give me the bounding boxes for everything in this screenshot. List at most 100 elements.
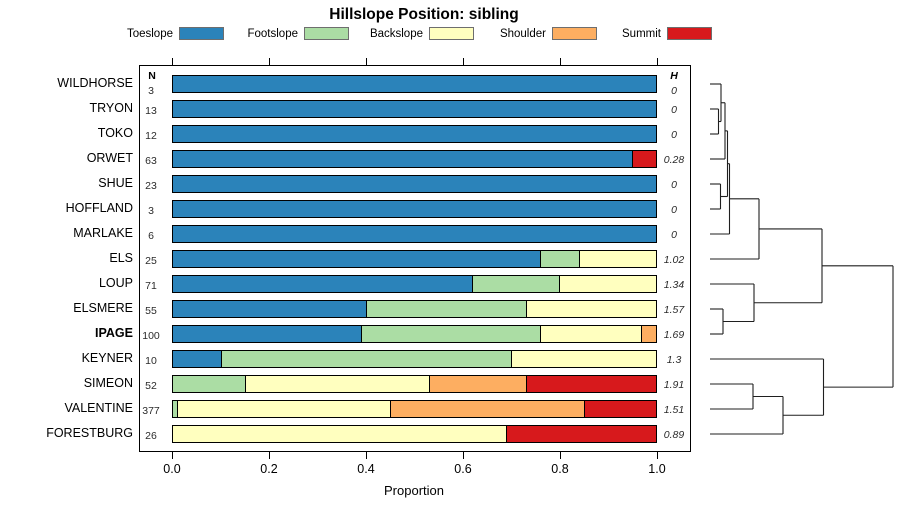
legend-label-backslope: Backslope [369, 28, 423, 40]
legend: Toeslope Footslope Backslope Shoulder Summit [0, 27, 900, 41]
h-value: 1.3 [666, 354, 682, 366]
x-axis-tick-label: 0.8 [551, 462, 569, 476]
bar-segment-toeslope [173, 126, 656, 142]
n-value: 23 [145, 180, 157, 192]
n-column-header: N [148, 70, 156, 82]
bar-segment-backslope [176, 401, 391, 417]
n-value: 3 [148, 85, 154, 97]
x-axis-title: Proportion [384, 483, 444, 498]
bar-segment-footslope [472, 276, 560, 292]
series-label-ipage: IPAGE [95, 326, 133, 340]
bar-segment-toeslope [173, 101, 656, 117]
bar-segment-toeslope [173, 176, 656, 192]
n-value: 3 [148, 205, 154, 217]
h-value: 1.57 [663, 304, 685, 316]
bar-segment-toeslope [173, 76, 656, 92]
series-label-hoffland: HOFFLAND [65, 201, 133, 215]
bar-segment-toeslope [173, 351, 222, 367]
h-value: 1.34 [663, 279, 685, 291]
bar-segment-toeslope [173, 251, 541, 267]
h-value: 0.28 [663, 154, 685, 166]
legend-swatch-summit [667, 27, 712, 40]
n-value: 6 [148, 230, 154, 242]
bar-segment-shoulder [390, 401, 584, 417]
h-value: 1.02 [663, 254, 685, 266]
h-value: 0 [671, 104, 677, 116]
n-value: 25 [145, 255, 157, 267]
n-value: 63 [145, 155, 157, 167]
bar-row-els [172, 250, 657, 268]
bar-segment-footslope [361, 326, 541, 342]
x-axis-tick-label: 0.4 [357, 462, 375, 476]
x-axis-tick-bottom [463, 452, 465, 459]
bar-row-wildhorse [172, 75, 657, 93]
h-value: 0 [671, 129, 677, 141]
legend-label-toeslope: Toeslope [126, 28, 173, 40]
plot-panel [139, 65, 691, 452]
h-value: 1.91 [663, 379, 685, 391]
bar-row-simeon [172, 375, 657, 393]
series-label-els: ELS [109, 251, 133, 265]
h-value: 1.69 [663, 329, 685, 341]
legend-swatch-toeslope [179, 27, 224, 40]
legend-label-shoulder: Shoulder [499, 28, 546, 40]
x-axis-tick-top [269, 58, 271, 65]
h-value: 0 [671, 204, 677, 216]
bar-row-ipage [172, 325, 657, 343]
series-label-wildhorse: WILDHORSE [57, 76, 133, 90]
bar-segment-backslope [525, 301, 656, 317]
n-value: 10 [145, 355, 157, 367]
x-axis-tick-top [560, 58, 562, 65]
bar-row-shue [172, 175, 657, 193]
legend-swatch-footslope [304, 27, 349, 40]
bar-segment-toeslope [173, 301, 367, 317]
x-axis-tick-top [172, 58, 174, 65]
bar-segment-toeslope [173, 326, 362, 342]
bar-segment-footslope [173, 376, 246, 392]
series-label-valentine: VALENTINE [64, 401, 133, 415]
h-column-header: H [670, 70, 678, 82]
x-axis-tick-label: 0.2 [260, 462, 278, 476]
x-axis-tick-top [657, 58, 659, 65]
bar-segment-backslope [540, 326, 642, 342]
bar-row-marlake [172, 225, 657, 243]
series-label-elsmere: ELSMERE [73, 301, 133, 315]
bar-segment-summit [506, 426, 656, 442]
bar-segment-toeslope [173, 226, 656, 242]
bar-row-orwet [172, 150, 657, 168]
x-axis-tick-label: 0.0 [163, 462, 181, 476]
series-label-loup: LOUP [98, 276, 133, 290]
n-value: 55 [145, 305, 157, 317]
bar-segment-summit [631, 151, 656, 167]
bar-segment-backslope [511, 351, 656, 367]
series-label-orwet: ORWET [86, 151, 133, 165]
bar-row-toko [172, 125, 657, 143]
legend-label-summit: Summit [622, 28, 661, 40]
bar-row-keyner [172, 350, 657, 368]
bar-segment-shoulder [428, 376, 526, 392]
n-value: 26 [145, 430, 157, 442]
bar-segment-shoulder [641, 326, 656, 342]
bar-row-forestburg [172, 425, 657, 443]
legend-swatch-shoulder [552, 27, 597, 40]
bar-segment-footslope [221, 351, 512, 367]
series-label-forestburg: FORESTBURG [46, 426, 133, 440]
h-value: 0.89 [663, 429, 685, 441]
bar-segment-summit [525, 376, 656, 392]
bar-segment-toeslope [173, 151, 632, 167]
legend-swatch-backslope [429, 27, 474, 40]
series-label-keyner: KEYNER [81, 351, 133, 365]
bar-segment-backslope [559, 276, 656, 292]
bar-segment-backslope [245, 376, 429, 392]
bar-row-loup [172, 275, 657, 293]
series-label-toko: TOKO [97, 126, 133, 140]
n-value: 377 [142, 405, 160, 417]
h-value: 0 [671, 229, 677, 241]
bar-segment-toeslope [173, 276, 473, 292]
n-value: 12 [145, 130, 157, 142]
x-axis-tick-top [366, 58, 368, 65]
x-axis-tick-bottom [560, 452, 562, 459]
